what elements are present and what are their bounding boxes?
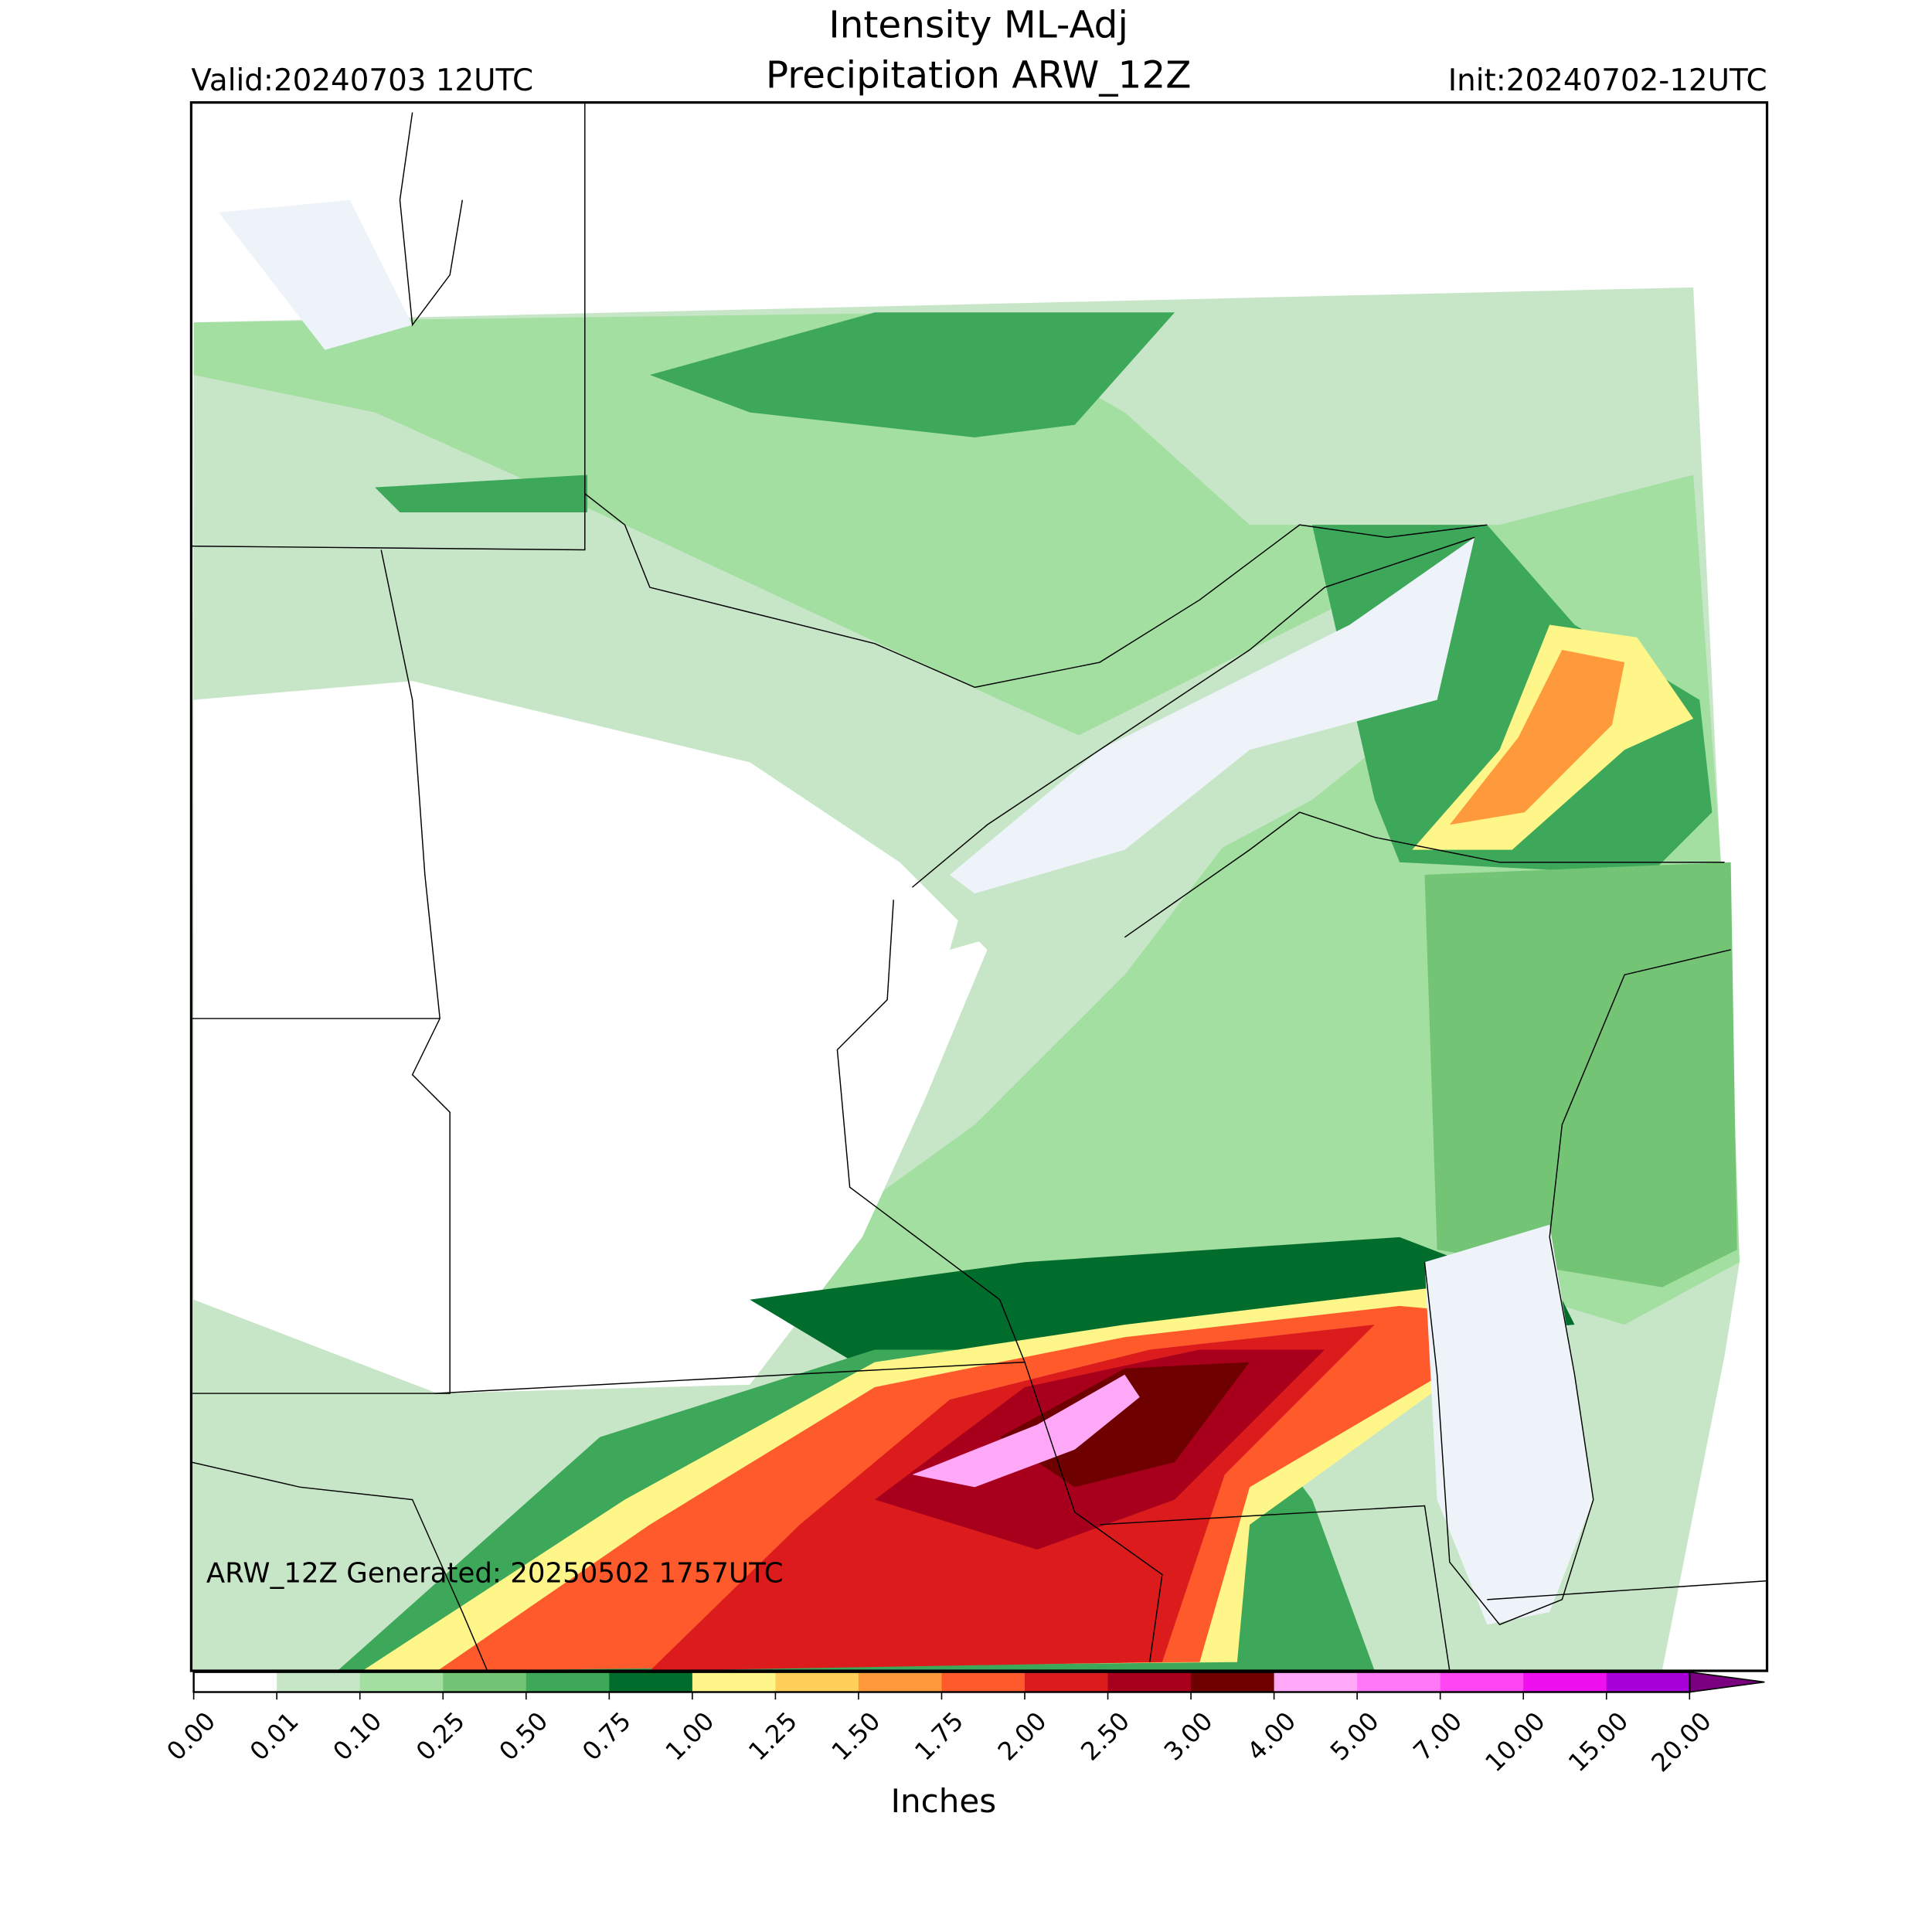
colorbar-segment — [775, 1672, 859, 1692]
colorbar-segment — [1606, 1672, 1690, 1692]
lake — [949, 537, 1475, 894]
colorbar-tick-label: 1.50 — [826, 1706, 886, 1767]
colorbar-segment — [526, 1672, 610, 1692]
colorbar-outline — [192, 1671, 1691, 1693]
state-border — [191, 102, 586, 551]
state-border — [191, 549, 451, 1394]
colorbar-tick-label: 0.75 — [577, 1706, 637, 1767]
coastline — [1124, 811, 1725, 938]
state-border — [836, 900, 1163, 1662]
colorbar-tick-label: 3.00 — [1158, 1706, 1219, 1767]
colorbar: 0.00 0.01 0.10 0.25 0.50 0.75 1.00 1.25 1.50 1.75… — [161, 1671, 1765, 1777]
precip-area — [912, 1374, 1140, 1488]
title: Intensity ML-Adj — [828, 4, 1128, 47]
init-time: Init:20240702-12UTC — [1448, 63, 1767, 98]
state-border — [1099, 1505, 1451, 1672]
valid-time: Valid:20240703 12UTC — [191, 63, 533, 98]
coastline — [911, 536, 1475, 888]
colorbar-segment — [941, 1672, 1026, 1692]
colorbar-tick-label: 5.00 — [1325, 1706, 1385, 1767]
colorbar-segment — [1357, 1672, 1441, 1692]
colorbar-segment — [692, 1672, 776, 1692]
colorbar-segment — [193, 1672, 277, 1692]
colorbar-tick-label: 2.00 — [992, 1706, 1053, 1767]
state-border — [1487, 1580, 1767, 1600]
subtitle: Precipitation ARW_12Z — [766, 53, 1192, 97]
colorbar-tick-label: 0.01 — [244, 1706, 304, 1767]
state-border — [584, 493, 1488, 689]
annotation: ARW_12Z Generated: 20250502 1757UTC — [206, 1558, 784, 1590]
colorbar-segment — [277, 1672, 361, 1692]
colorbar-tick-label: 1.75 — [909, 1706, 969, 1767]
colorbar-tick-label: 10.00 — [1479, 1706, 1550, 1777]
dry-area — [193, 681, 988, 1394]
colorbar-tick-label: 1.25 — [743, 1706, 803, 1767]
precip-area — [375, 474, 588, 513]
colorbar-segment — [1025, 1672, 1109, 1692]
colorbar-extend — [1689, 1671, 1765, 1693]
precip-area — [1449, 649, 1625, 825]
colorbar-tick-label: 7.00 — [1407, 1706, 1468, 1767]
precip-area — [649, 312, 1175, 437]
colorbar-segment — [1523, 1672, 1607, 1692]
state-border — [434, 1361, 1026, 1394]
colorbar-segment — [443, 1672, 527, 1692]
precip-area — [999, 1362, 1250, 1488]
colorbar-tick-label: 0.10 — [328, 1706, 388, 1767]
colorbar-tick-label: 0.50 — [494, 1706, 554, 1767]
colorbar-tick-label: 15.00 — [1563, 1706, 1634, 1777]
coastline — [1423, 949, 1731, 1626]
precip-area — [1424, 862, 1737, 1287]
colorbar-segment — [1191, 1672, 1275, 1692]
colorbar-segment — [1107, 1672, 1192, 1692]
map-frame — [189, 100, 1769, 1672]
colorbar-segment — [1440, 1672, 1524, 1692]
map: ARW_12Z Generated: 20250502 1757UTC — [189, 100, 1769, 1672]
colorbar-segment — [609, 1672, 693, 1692]
colorbar-tick-label: 20.00 — [1646, 1706, 1717, 1777]
colorbar-tick-label: 0.00 — [161, 1706, 221, 1767]
lake — [218, 199, 413, 350]
coastline — [399, 112, 464, 327]
colorbar-tick-label: 1.00 — [660, 1706, 720, 1767]
colorbar-tick-label: 0.25 — [410, 1706, 471, 1767]
lake — [1424, 1224, 1594, 1625]
state-border — [191, 1461, 488, 1672]
colorbar-segment — [1274, 1672, 1358, 1692]
colorbar-label: Inches — [891, 1782, 997, 1820]
colorbar-segment — [858, 1672, 942, 1692]
colorbar-segment — [359, 1672, 444, 1692]
colorbar-tick-label: 4.00 — [1241, 1706, 1301, 1767]
colorbar-tick-label: 2.50 — [1075, 1706, 1135, 1767]
